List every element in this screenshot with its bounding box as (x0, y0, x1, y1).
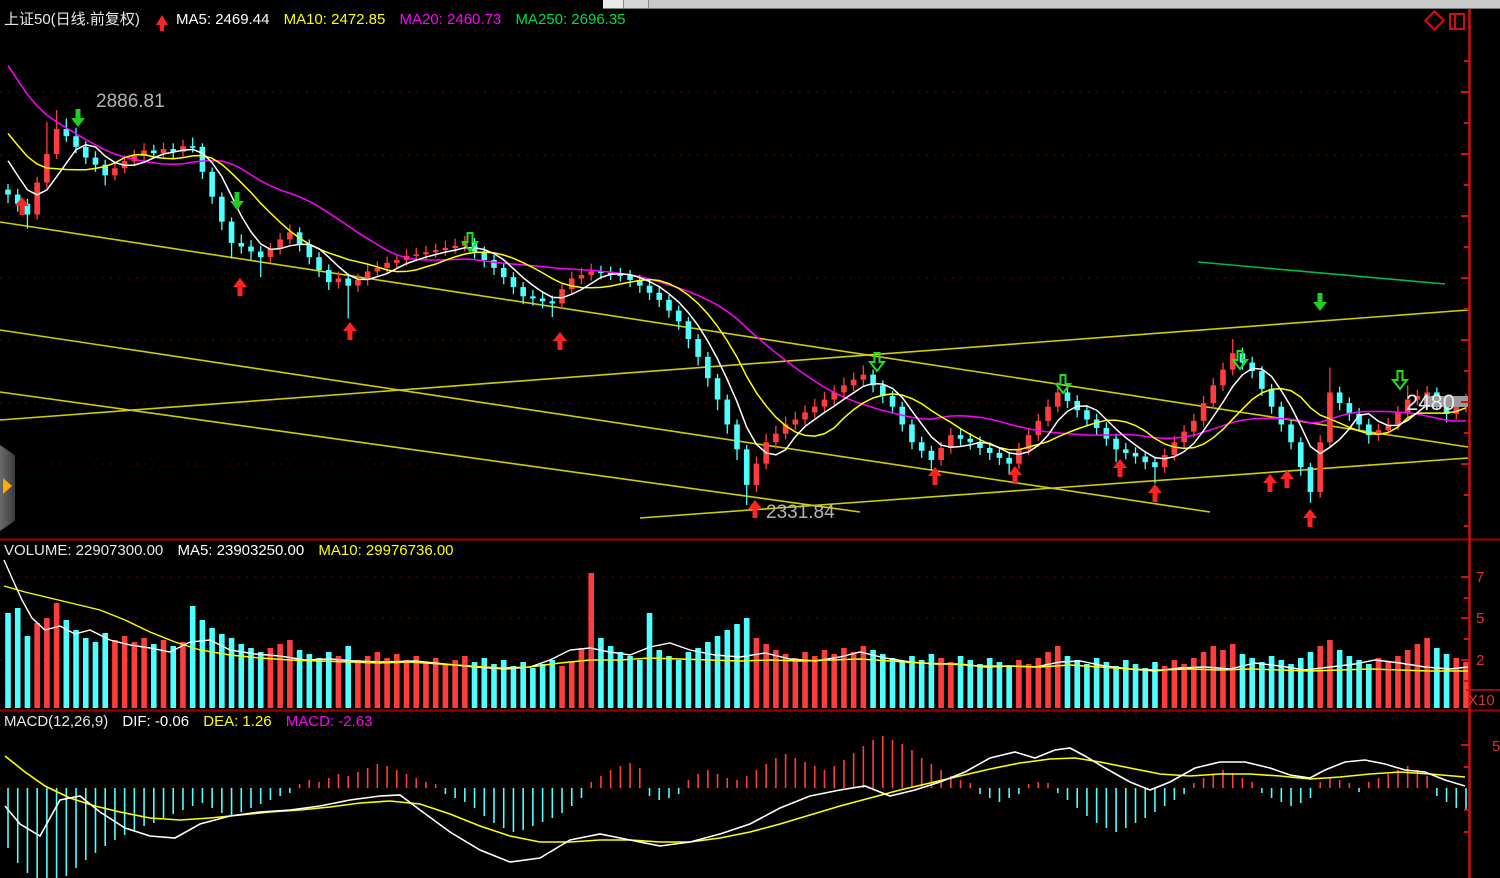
window-panes-icon[interactable] (1449, 13, 1465, 30)
dea-value: DEA: 1.26 (203, 713, 272, 730)
volume-ma10-value: MA10: 29976736.00 (318, 542, 454, 559)
ma5-value: MA5: 2469.44 (176, 11, 270, 28)
macd-header: MACD(12,26,9) DIF: -0.06 DEA: 1.26 MACD:… (4, 713, 382, 733)
high-price-label: 2886.81 (96, 91, 165, 112)
macd-value: MACD: -2.63 (285, 713, 373, 730)
macd-axis-label: 5 (1492, 738, 1500, 755)
vol-axis-label: 5 (1476, 610, 1484, 627)
dif-value: DIF: -0.06 (122, 713, 190, 730)
scrollbar-segment[interactable] (603, 0, 624, 8)
vol-axis-label: 2 (1476, 652, 1484, 669)
scrollbar-segment[interactable] (624, 0, 649, 8)
ma250-value: MA250: 2696.35 (515, 11, 626, 28)
macd-name: MACD(12,26,9) (4, 713, 109, 730)
vol-axis-label: 7 (1476, 569, 1484, 586)
volume-value: VOLUME: 22907300.00 (4, 542, 164, 559)
up-arrow-icon (155, 15, 168, 31)
volume-ma5-value: MA5: 23903250.00 (177, 542, 305, 559)
low-price-label: 2331.84 (766, 502, 835, 523)
ma10-value: MA10: 2472.85 (283, 11, 386, 28)
vol-unit-label: X10 (1468, 692, 1495, 709)
expand-arrow-icon (3, 478, 12, 494)
ma20-value: MA20: 2460.73 (399, 11, 502, 28)
symbol-title: 上证50(日线.前复权) (4, 11, 140, 28)
main-chart-header: 上证50(日线.前复权) MA5: 2469.44 MA10: 2472.85 … (4, 8, 636, 31)
last-price-label: 2480 (1406, 390, 1455, 415)
panel-expand-handle[interactable] (0, 445, 15, 531)
volume-header: VOLUME: 22907300.00 MA5: 23903250.00 MA1… (4, 542, 464, 562)
top-scrollbar[interactable] (603, 0, 1500, 9)
